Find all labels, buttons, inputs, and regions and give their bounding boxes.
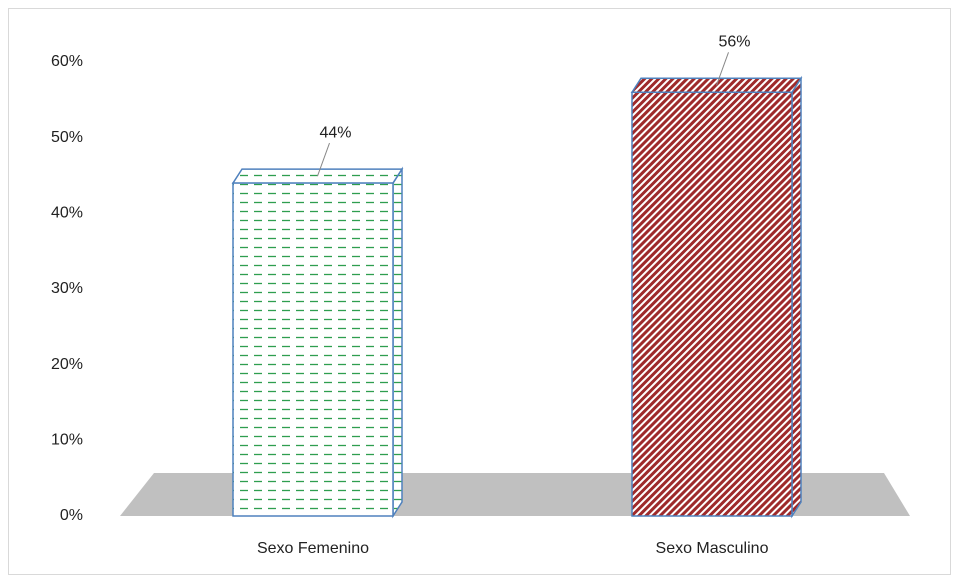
leader-line [716,52,729,86]
y-tick-label: 50% [51,129,83,146]
chart-border [8,8,951,575]
value-label: 56% [718,33,750,50]
bar-side [392,166,403,519]
leader-line [317,142,330,177]
y-tick-label: 10% [51,432,83,449]
x-tick-label: Sexo Masculino [656,540,769,557]
bar [631,91,793,517]
x-tick-label: Sexo Femenino [257,540,369,557]
bar-side [791,75,802,519]
bar [232,182,394,517]
y-tick-label: 40% [51,205,83,222]
y-tick-label: 20% [51,356,83,373]
y-tick-label: 60% [51,53,83,70]
value-label: 44% [319,124,351,141]
y-tick-label: 30% [51,280,83,297]
y-tick-label: 0% [60,507,83,524]
